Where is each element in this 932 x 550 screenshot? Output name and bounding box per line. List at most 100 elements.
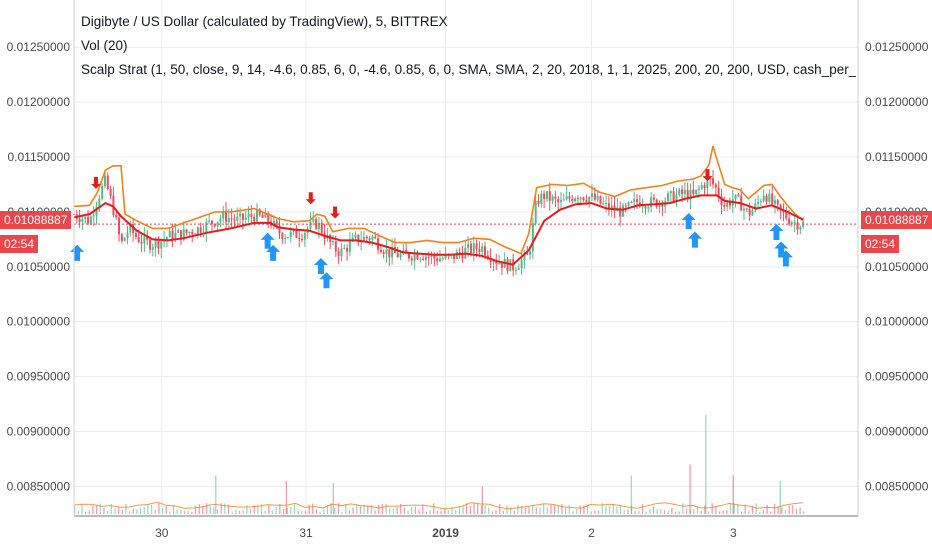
- volume-bar: [568, 504, 570, 514]
- volume-bar: [235, 509, 237, 514]
- candle-body: [168, 230, 171, 238]
- candle-body: [388, 249, 391, 258]
- volume-bar: [231, 511, 233, 514]
- candle-body: [410, 258, 413, 261]
- orange-indicator-line: [73, 145, 804, 255]
- volume-bar: [784, 510, 787, 514]
- candle-body: [272, 220, 275, 226]
- candle-body: [227, 217, 230, 223]
- volume-bar: [458, 506, 461, 514]
- candle-body: [396, 253, 399, 258]
- candle-body: [317, 222, 320, 229]
- y-tick-label: 0.01200000: [7, 95, 71, 109]
- candle-body: [210, 220, 213, 225]
- candle-body: [773, 200, 776, 204]
- candle-body: [422, 258, 425, 260]
- volume-bar: [718, 511, 721, 514]
- candle-body: [354, 234, 357, 238]
- candle-body: [230, 217, 233, 220]
- candle-body: [568, 196, 571, 199]
- volume-bar: [297, 511, 299, 514]
- last-price-tag-left: 0.01088887: [0, 211, 72, 229]
- buy-arrow-icon: [769, 223, 784, 240]
- volume-bar: [583, 505, 585, 514]
- volume-bar: [392, 508, 395, 514]
- candle-body: [95, 206, 98, 216]
- volume-bar: [150, 504, 153, 514]
- buy-arrow-icon: [774, 241, 789, 258]
- candle-body: [213, 224, 216, 227]
- volume-bar: [513, 510, 515, 514]
- candle-body: [520, 259, 523, 269]
- candle-body: [734, 194, 737, 200]
- candle-body: [771, 193, 774, 204]
- volume-bar: [169, 511, 171, 514]
- candle-body: [255, 209, 258, 222]
- volume-bar: [656, 509, 658, 514]
- candle-body: [295, 229, 298, 238]
- candle-body: [492, 261, 495, 263]
- volume-bar: [213, 507, 215, 514]
- candle-body: [430, 254, 433, 257]
- candle-body: [706, 177, 709, 189]
- volume-bar: [414, 506, 417, 514]
- candle-body: [157, 239, 160, 249]
- candle-body: [301, 238, 304, 240]
- candle-body: [607, 203, 610, 210]
- volume-bar: [191, 511, 193, 514]
- candle-body: [92, 215, 95, 217]
- volume-bar: [748, 511, 750, 514]
- candle-body: [436, 258, 439, 262]
- candle-body: [303, 232, 306, 240]
- volume-bar: [759, 511, 761, 514]
- volume-bar: [220, 503, 222, 514]
- volume-bar: [242, 510, 244, 514]
- candle-body: [689, 189, 692, 200]
- candle-body: [619, 207, 622, 217]
- candle-body: [757, 202, 760, 204]
- candle-body: [633, 199, 636, 202]
- volume-bar: [147, 504, 149, 514]
- buy-arrow-icon: [778, 250, 793, 267]
- volume-bar: [374, 510, 376, 514]
- candle-body: [275, 220, 278, 226]
- y-tick-label: 0.01150000: [7, 150, 70, 164]
- candle-body: [743, 208, 746, 211]
- candle-body: [205, 221, 208, 233]
- volume-bar: [685, 508, 688, 514]
- candle-body: [697, 188, 700, 190]
- volume-bar: [484, 505, 486, 514]
- volume-bar: [106, 510, 109, 514]
- candle-body: [267, 213, 270, 222]
- volume-bar: [396, 507, 398, 514]
- y-tick-label: 0.00900000: [7, 424, 71, 438]
- volume-bar: [139, 507, 142, 514]
- candle-body: [695, 189, 698, 195]
- volume-bar: [447, 510, 450, 514]
- candle-body: [481, 246, 484, 252]
- candle-body: [675, 194, 678, 203]
- candle-body: [672, 191, 675, 203]
- buy-arrow-icon: [687, 231, 702, 248]
- candle-body: [455, 251, 458, 260]
- volume-bar: [638, 511, 640, 514]
- volume-bar: [422, 504, 424, 514]
- volume-bar: [608, 506, 611, 514]
- volume-bar: [323, 509, 325, 514]
- volume-bar: [293, 503, 296, 514]
- volume-bar: [279, 503, 281, 514]
- countdown-tag-right: 02:54: [861, 235, 900, 253]
- candle-body: [264, 213, 267, 218]
- volume-bar: [290, 506, 292, 514]
- candle-body: [399, 253, 402, 258]
- volume-bar: [649, 509, 651, 514]
- volume-bar: [345, 503, 347, 514]
- volume-bar-spike: [332, 483, 335, 514]
- candle-body: [151, 247, 154, 250]
- volume-bar: [433, 503, 435, 514]
- volume-bar: [792, 505, 794, 514]
- candle-body: [179, 230, 182, 240]
- volume-bar: [663, 510, 666, 514]
- volume-bar: [477, 503, 479, 514]
